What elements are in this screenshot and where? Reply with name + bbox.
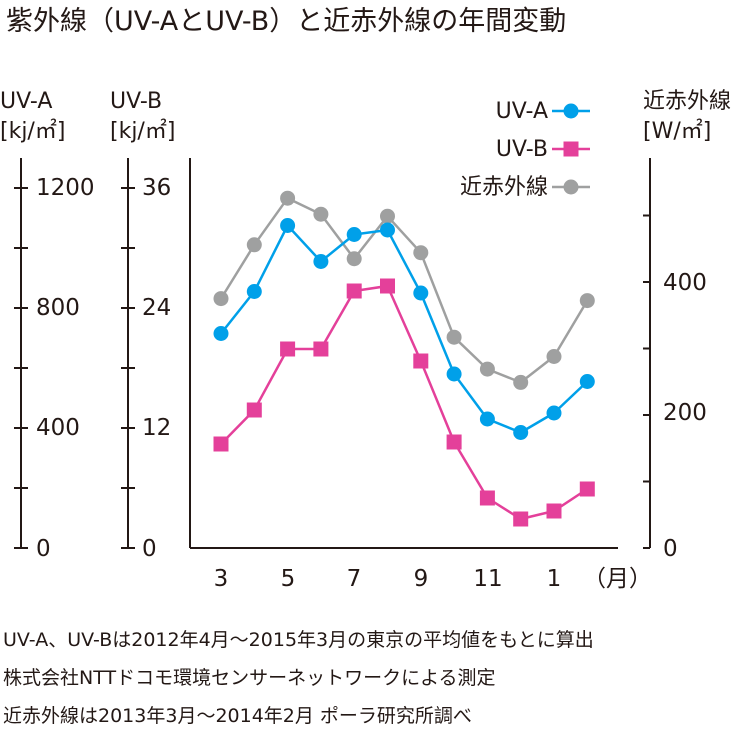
x-tick-label: 7 [347, 566, 362, 592]
data-point [246, 402, 262, 418]
data-point [446, 434, 462, 450]
data-point [380, 222, 395, 238]
data-point [213, 291, 229, 307]
footnote: 近赤外線は2013年3月～2014年2月 ポーラ研究所調べ [3, 705, 472, 727]
data-point [246, 284, 262, 299]
legend-marker-uva [563, 103, 579, 119]
data-point [313, 341, 329, 357]
legend-marker-uvb [563, 141, 579, 157]
data-point [380, 208, 395, 224]
data-point [280, 190, 296, 206]
uva-axis-label: UV-A [0, 89, 52, 114]
data-point [513, 425, 529, 440]
data-point [479, 411, 495, 427]
data-point [546, 349, 562, 364]
uva-tick-label: 0 [36, 536, 51, 562]
x-tick-label: 9 [414, 566, 429, 592]
series-line [219, 196, 589, 384]
series-nir [213, 190, 595, 390]
data-point [313, 206, 329, 222]
data-point [513, 374, 529, 390]
nir-axis-label: 近赤外線 [643, 89, 731, 114]
nir-tick-label: 200 [663, 400, 707, 426]
data-point [479, 361, 495, 377]
legend-label-uvb: UV-B [496, 137, 548, 162]
series-uva [213, 218, 595, 440]
legend-marker-nir [563, 179, 579, 195]
nir-tick-label: 400 [663, 270, 707, 296]
data-point [246, 237, 262, 253]
x-tick-label: 5 [281, 566, 296, 592]
x-axis-unit: （月） [583, 566, 652, 592]
data-point [513, 511, 529, 527]
series-line [220, 284, 588, 521]
legend-label-uva: UV-A [496, 99, 548, 124]
data-point [280, 341, 296, 357]
data-point [280, 218, 296, 233]
data-point [413, 285, 429, 301]
data-point [346, 227, 362, 242]
footnote: UV-A、UV-Bは2012年4月～2015年3月の東京の平均値をもとに算出 [3, 629, 594, 651]
uvb-axis-unit: [kj/㎡] [110, 118, 175, 144]
uva-tick-label: 800 [36, 295, 80, 321]
series-line [220, 224, 589, 434]
data-point [546, 503, 562, 519]
nir-tick-label: 0 [663, 536, 678, 562]
series-uvb [213, 278, 595, 527]
nir-axis-unit: [W/㎡] [643, 118, 711, 144]
data-point [579, 374, 595, 389]
legend-label-nir: 近赤外線 [460, 175, 548, 200]
data-point [479, 490, 495, 506]
uvb-tick-label: 12 [142, 415, 171, 441]
chart-title: 紫外線（UV-AとUV-B）と近赤外線の年間変動 [6, 6, 566, 37]
x-tick-label: 1 [547, 566, 562, 592]
legend: UV-A UV-B 近赤外線 [460, 99, 590, 200]
data-point [213, 326, 229, 341]
uvb-tick-label: 36 [142, 175, 171, 201]
data-point [579, 481, 595, 497]
data-point [446, 329, 462, 345]
uvb-tick-label: 24 [142, 295, 171, 321]
data-point [346, 251, 362, 267]
data-point [313, 254, 329, 269]
data-point [346, 283, 362, 299]
uvb-tick-label: 0 [142, 536, 157, 562]
uvb-axis-label: UV-B [110, 89, 162, 114]
uva-axis-unit: [kj/㎡] [0, 118, 65, 144]
data-point [579, 293, 595, 309]
uva-tick-label: 400 [36, 415, 80, 441]
data-point [446, 366, 462, 382]
footnote: 株式会社NTTドコモ環境センサーネットワークによる測定 [3, 667, 496, 689]
x-tick-label: 3 [214, 566, 229, 592]
data-point [546, 405, 562, 421]
uva-tick-label: 1200 [36, 175, 95, 201]
data-point [213, 436, 229, 452]
data-point [413, 353, 429, 369]
data-point [380, 278, 395, 294]
data-point [413, 245, 429, 261]
x-tick-label: 11 [473, 566, 502, 592]
